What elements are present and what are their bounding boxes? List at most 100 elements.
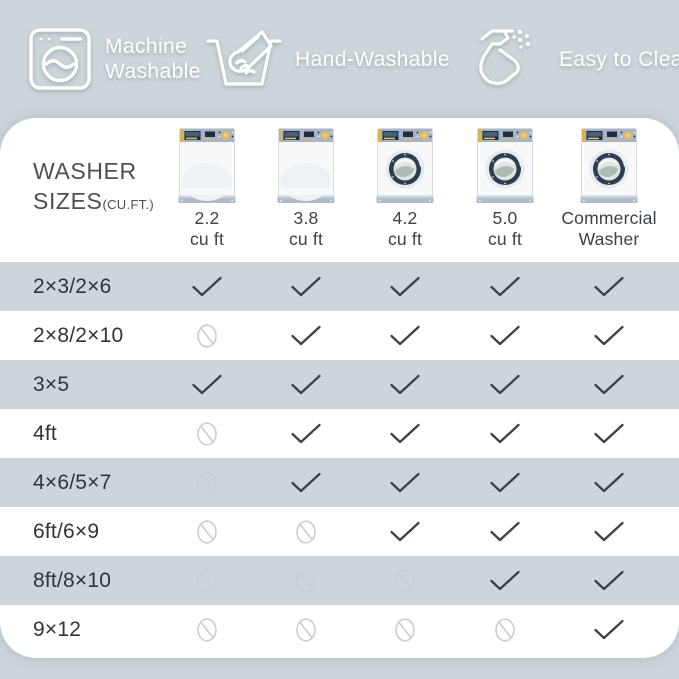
spray-bottle-icon bbox=[479, 29, 530, 86]
not-compatible-icon bbox=[296, 568, 316, 593]
not-compatible-icon bbox=[395, 568, 415, 593]
check-icon bbox=[490, 374, 520, 394]
compatibility-cell bbox=[290, 274, 323, 299]
not-compatible-icon bbox=[197, 617, 217, 642]
compatibility-cell bbox=[196, 470, 219, 496]
compatibility-cell bbox=[489, 323, 522, 348]
compatibility-cell bbox=[489, 470, 522, 495]
check-icon bbox=[594, 423, 624, 443]
washer-illustration bbox=[277, 128, 335, 203]
compatibility-cell bbox=[196, 421, 219, 447]
table-row: 4ft bbox=[0, 409, 679, 458]
check-icon bbox=[490, 325, 520, 345]
compatibility-cell bbox=[394, 617, 417, 643]
washer-lid-sheen bbox=[180, 163, 234, 201]
washer-column: 4.2 cu ft bbox=[353, 128, 457, 250]
compatibility-cell bbox=[593, 617, 626, 642]
compatibility-cell bbox=[489, 274, 522, 299]
check-icon bbox=[490, 423, 520, 443]
compatibility-cell bbox=[290, 470, 323, 495]
washer-lid-sheen bbox=[279, 163, 333, 201]
compatibility-cell bbox=[389, 274, 422, 299]
check-icon bbox=[390, 423, 420, 443]
feature-band: Machine Washable Hand-Washable bbox=[0, 0, 679, 118]
row-label: 2×8/2×10 bbox=[33, 323, 124, 347]
washer-column: 2.2 cu ft bbox=[155, 128, 259, 250]
compatibility-cell bbox=[191, 372, 224, 397]
check-icon bbox=[594, 619, 624, 639]
column-caption: 5.0 cu ft bbox=[487, 208, 523, 249]
table-row: 2×8/2×10 bbox=[0, 311, 679, 360]
compatibility-cell bbox=[389, 323, 422, 348]
compatibility-cell bbox=[290, 421, 323, 446]
check-icon bbox=[291, 472, 321, 492]
washer-door bbox=[385, 149, 425, 189]
compatibility-cell bbox=[191, 274, 224, 299]
compatibility-cell bbox=[389, 372, 422, 397]
not-compatible-icon bbox=[197, 421, 217, 446]
not-compatible-icon bbox=[296, 519, 316, 544]
check-icon bbox=[390, 472, 420, 492]
row-label: 4×6/5×7 bbox=[33, 470, 112, 494]
check-icon bbox=[594, 276, 624, 296]
feature-label: Hand-Washable bbox=[295, 47, 450, 71]
not-compatible-icon bbox=[197, 519, 217, 544]
check-icon bbox=[291, 276, 321, 296]
row-label: 8ft/8×10 bbox=[33, 568, 112, 592]
column-caption: 3.8 cu ft bbox=[288, 208, 324, 249]
compatibility-cell bbox=[489, 568, 522, 593]
compatibility-cell bbox=[593, 372, 626, 397]
table-row: 9×12 bbox=[0, 605, 679, 654]
check-icon bbox=[291, 374, 321, 394]
compatibility-cell bbox=[489, 519, 522, 544]
compatibility-cell bbox=[593, 274, 626, 299]
compatibility-cell bbox=[394, 568, 417, 594]
column-caption: 4.2 cu ft bbox=[387, 208, 423, 249]
compatibility-cell bbox=[290, 323, 323, 348]
compatibility-cell bbox=[593, 421, 626, 446]
check-icon bbox=[490, 472, 520, 492]
not-compatible-icon bbox=[197, 323, 217, 348]
column-caption: Commercial Washer bbox=[561, 208, 657, 249]
column-caption: 2.2 cu ft bbox=[189, 208, 225, 249]
table-row: 3×5 bbox=[0, 360, 679, 409]
compatibility-cell bbox=[494, 617, 517, 643]
row-label: 4ft bbox=[33, 421, 57, 445]
not-compatible-icon bbox=[296, 617, 316, 642]
row-label: 3×5 bbox=[33, 372, 70, 396]
compatibility-cell bbox=[593, 470, 626, 495]
check-icon bbox=[594, 521, 624, 541]
compatibility-cell bbox=[593, 323, 626, 348]
feature-hand-washable: Hand-Washable bbox=[206, 0, 450, 118]
washer-columns: 2.2 cu ft bbox=[0, 0, 679, 260]
not-compatible-icon bbox=[495, 617, 515, 642]
check-icon bbox=[390, 374, 420, 394]
check-icon bbox=[594, 325, 624, 345]
compatibility-cell bbox=[196, 323, 219, 349]
not-compatible-icon bbox=[197, 470, 217, 495]
check-icon bbox=[490, 570, 520, 590]
not-compatible-icon bbox=[395, 617, 415, 642]
check-icon bbox=[192, 276, 222, 296]
washer-column: 3.8 cu ft bbox=[254, 128, 358, 250]
washer-column: Commercial Washer bbox=[557, 128, 661, 250]
compatibility-rows: 2×3/2×6 2×8/2×10 3×5 4ft bbox=[0, 262, 679, 654]
washer-sizes-title: WASHER SIZES(CU.FT.) bbox=[33, 158, 154, 214]
feature-machine-washable: Machine Washable bbox=[28, 0, 201, 118]
washer-illustration bbox=[476, 128, 534, 203]
not-compatible-icon bbox=[197, 568, 217, 593]
feature-label: Easy to Clean bbox=[559, 47, 679, 71]
compatibility-cell bbox=[389, 421, 422, 446]
washer-column: 5.0 cu ft bbox=[453, 128, 557, 250]
title-unit: (CU.FT.) bbox=[102, 197, 154, 212]
compatibility-cell bbox=[196, 519, 219, 545]
table-row: 8ft/8×10 bbox=[0, 556, 679, 605]
table-row: 6ft/6×9 bbox=[0, 507, 679, 556]
check-icon bbox=[390, 325, 420, 345]
check-icon bbox=[291, 423, 321, 443]
check-icon bbox=[390, 521, 420, 541]
washer-illustration bbox=[178, 128, 236, 203]
check-icon bbox=[490, 276, 520, 296]
compatibility-cell bbox=[593, 519, 626, 544]
